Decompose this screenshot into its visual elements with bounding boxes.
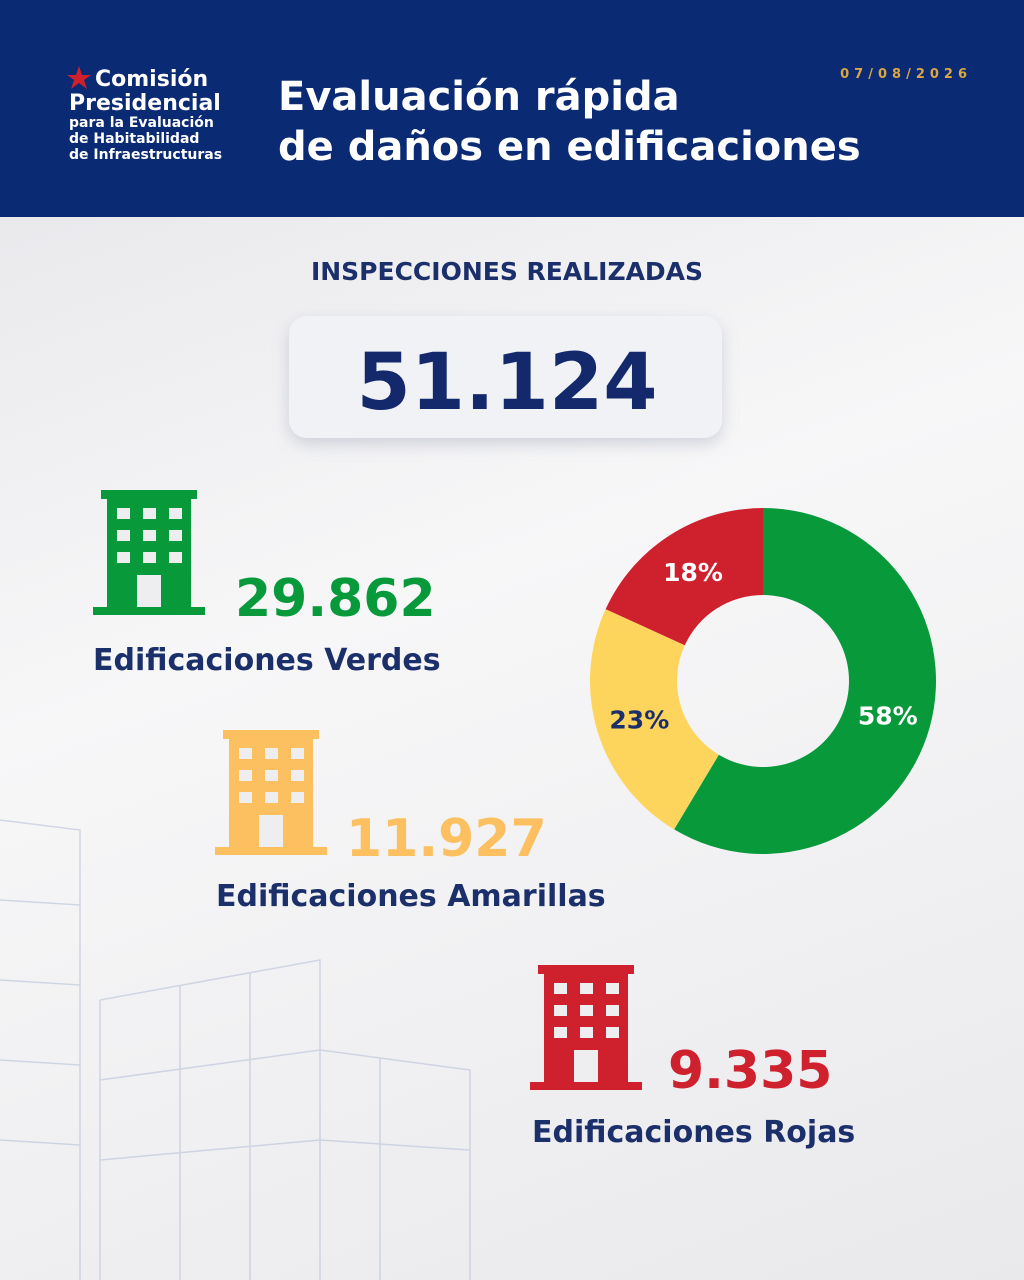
total-value: 51.124 bbox=[357, 338, 658, 428]
donut-segment bbox=[590, 609, 719, 830]
title: Evaluación rápida bbox=[278, 74, 680, 120]
logo-text: para la Evaluación bbox=[69, 115, 214, 131]
logo-star bbox=[67, 66, 91, 89]
header-band bbox=[0, 0, 1024, 217]
group-value: 9.335 bbox=[668, 1041, 832, 1101]
donut-segment bbox=[605, 508, 763, 646]
group-value: 11.927 bbox=[346, 809, 547, 869]
donut-label: 23% bbox=[609, 705, 669, 734]
total-label: INSPECCIONES REALIZADAS bbox=[311, 257, 703, 286]
logo-text: Comisión bbox=[95, 67, 208, 92]
group-value: 29.862 bbox=[235, 569, 436, 629]
donut-label: 58% bbox=[858, 702, 918, 731]
skyline-sketch bbox=[0, 819, 471, 1280]
donut-segment bbox=[674, 508, 936, 854]
logo-text: de Infraestructuras bbox=[69, 147, 222, 163]
group-label: Edificaciones Amarillas bbox=[216, 879, 606, 914]
building-icon bbox=[215, 730, 327, 855]
group-label: Edificaciones Verdes bbox=[93, 643, 441, 678]
group-label: Edificaciones Rojas bbox=[532, 1115, 855, 1150]
title: de daños en edificaciones bbox=[278, 124, 861, 170]
donut-label: 18% bbox=[663, 558, 723, 587]
logo-text: Presidencial bbox=[69, 91, 221, 116]
total-box bbox=[289, 316, 722, 438]
logo-text: de Habitabilidad bbox=[69, 131, 199, 147]
date: 07/08/2026 bbox=[840, 67, 972, 82]
building-icon bbox=[93, 490, 205, 615]
building-icon bbox=[530, 965, 642, 1090]
